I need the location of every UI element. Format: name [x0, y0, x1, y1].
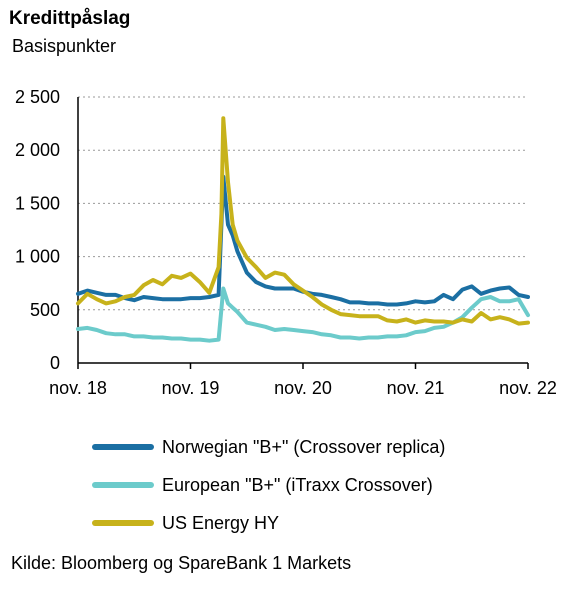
x-tick-label: nov. 18	[49, 378, 107, 398]
legend-swatch-us-energy	[92, 520, 154, 526]
y-tick-label: 1 500	[15, 193, 60, 213]
legend: Norwegian "B+" (Crossover replica) Europ…	[92, 428, 445, 542]
chart-subtitle: Basispunkter	[12, 36, 117, 56]
grid-lines	[78, 96, 528, 311]
x-tick-label: nov. 22	[499, 378, 557, 398]
series-lines	[76, 116, 530, 343]
legend-label-european: European "B+" (iTraxx Crossover)	[162, 474, 433, 495]
legend-label-norwegian: Norwegian "B+" (Crossover replica)	[162, 436, 446, 457]
y-axis-ticks: 0 500 1 000 1 500 2 000 2 500	[15, 87, 60, 373]
legend-label-us-energy: US Energy HY	[162, 512, 280, 533]
source-note: Kilde: Bloomberg og SpareBank 1 Markets	[11, 553, 352, 573]
y-tick-label: 2 500	[15, 87, 60, 107]
legend-item-european: European "B+" (iTraxx Crossover)	[92, 466, 445, 504]
y-tick-label: 500	[30, 300, 60, 320]
x-tick-label: nov. 19	[162, 378, 220, 398]
chart-title: Kredittpåslag	[9, 8, 131, 29]
legend-item-norwegian: Norwegian "B+" (Crossover replica)	[92, 428, 445, 466]
series-line-us-energy	[76, 116, 530, 326]
legend-item-us-energy: US Energy HY	[92, 504, 445, 542]
x-tick-label: nov. 20	[274, 378, 332, 398]
legend-swatch-norwegian	[92, 444, 154, 450]
y-tick-label: 1 000	[15, 247, 60, 267]
y-tick-label: 2 000	[15, 140, 60, 160]
x-tick-label: nov. 21	[387, 378, 445, 398]
series-line-norwegian	[76, 174, 530, 307]
x-axis-ticks: nov. 18 nov. 19 nov. 20 nov. 21 nov. 22	[49, 363, 557, 398]
y-tick-label: 0	[50, 353, 60, 373]
legend-swatch-european	[92, 482, 154, 488]
